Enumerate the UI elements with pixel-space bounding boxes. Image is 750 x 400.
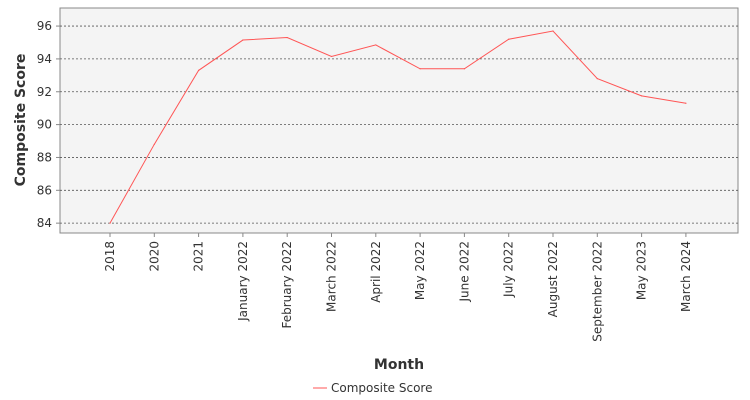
x-tick-label: April 2022 <box>369 241 383 303</box>
data-point <box>153 143 155 145</box>
grid-lines <box>60 25 738 224</box>
y-tick-label: 92 <box>37 85 52 99</box>
data-point <box>685 102 687 104</box>
data-point <box>330 55 333 58</box>
data-point <box>552 30 554 32</box>
x-tick-label: February 2022 <box>280 241 294 329</box>
y-tick-label: 84 <box>37 216 52 230</box>
y-axis-title: Composite Score <box>13 54 29 187</box>
data-point <box>375 44 377 46</box>
y-axis-ticks: 84 86 88 90 92 94 96 <box>37 19 60 230</box>
data-point <box>508 38 510 40</box>
legend-label: Composite Score <box>331 381 432 395</box>
data-point <box>641 95 643 97</box>
x-tick-label: July 2022 <box>502 241 516 298</box>
x-tick-label: 2018 <box>103 241 117 272</box>
legend: Composite Score <box>313 381 432 395</box>
x-tick-label: 2021 <box>192 241 206 272</box>
series-layer <box>109 30 687 224</box>
data-point <box>463 68 465 70</box>
y-tick-label: 90 <box>37 118 52 132</box>
y-tick-label: 94 <box>37 52 52 66</box>
x-axis-ticks: 2018 2020 2021 January 2022 February 2022 Mar… <box>103 233 693 342</box>
x-tick-label: May 2023 <box>635 241 649 300</box>
x-tick-label: March 2024 <box>679 241 693 312</box>
data-point <box>596 78 598 80</box>
plot-area <box>59 7 739 234</box>
y-tick-label: 86 <box>37 183 52 197</box>
data-point <box>419 68 421 70</box>
x-axis-title: Month <box>374 357 424 373</box>
x-tick-label: August 2022 <box>546 241 560 317</box>
x-tick-label: June 2022 <box>457 241 471 303</box>
data-point <box>286 36 288 39</box>
data-point <box>242 39 244 41</box>
y-tick-label: 88 <box>37 150 52 164</box>
data-point <box>198 69 200 72</box>
series-line-0 <box>109 30 686 224</box>
x-tick-label: March 2022 <box>325 241 339 312</box>
data-point <box>109 222 111 224</box>
x-tick-label: 2020 <box>147 241 161 272</box>
x-tick-label: January 2022 <box>236 241 250 322</box>
x-tick-label: September 2022 <box>590 241 604 342</box>
y-tick-label: 96 <box>37 19 52 33</box>
x-tick-label: May 2022 <box>413 241 427 300</box>
